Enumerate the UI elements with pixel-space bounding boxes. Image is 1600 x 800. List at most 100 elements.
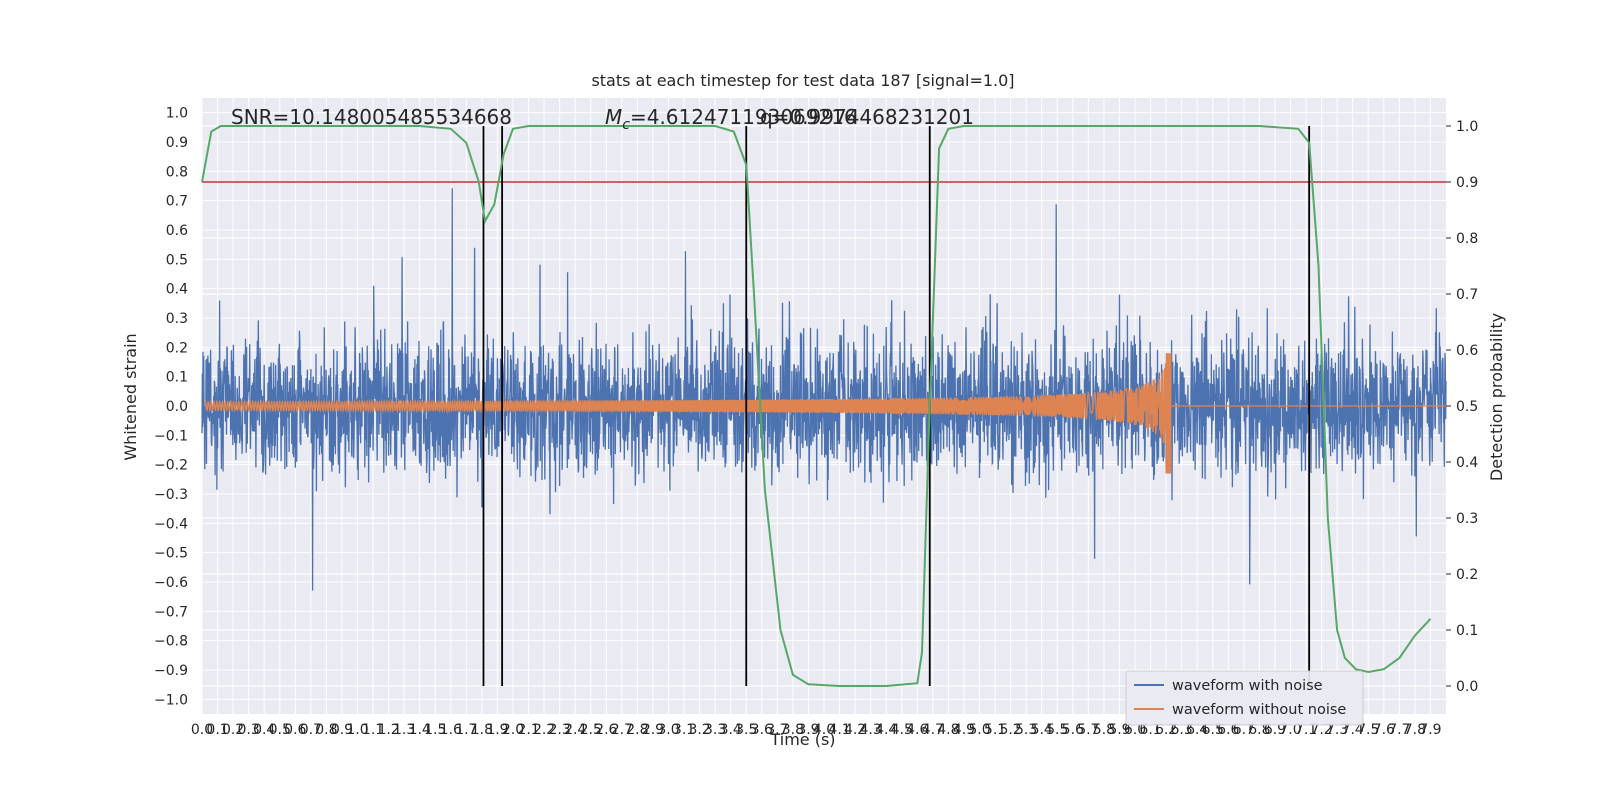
x-tick-label: 6.2 bbox=[1155, 722, 1177, 738]
x-tick-label: 2.3 bbox=[549, 722, 571, 738]
x-tick-label: 0.1 bbox=[206, 722, 228, 738]
x-tick-label: 2.7 bbox=[611, 722, 633, 738]
x-tick-label: 4.1 bbox=[828, 722, 850, 738]
annotation-q: q=0.9974468231201 bbox=[760, 105, 974, 129]
x-tick-label: 7.1 bbox=[1295, 722, 1317, 738]
x-tick-label: 7.5 bbox=[1357, 722, 1379, 738]
x-tick-label: 2.8 bbox=[626, 722, 648, 738]
x-tick-label: 4.2 bbox=[844, 722, 866, 738]
x-axis-ticks: 0.00.10.20.30.40.50.60.70.80.91.01.11.21… bbox=[191, 722, 1442, 738]
x-tick-label: 6.8 bbox=[1248, 722, 1270, 738]
x-tick-label: 3.1 bbox=[673, 722, 695, 738]
y2-tick-label: 0.5 bbox=[1456, 399, 1478, 415]
x-tick-label: 2.9 bbox=[642, 722, 664, 738]
noise-waveform-line bbox=[201, 188, 1447, 591]
x-tick-label: 3.6 bbox=[751, 722, 773, 738]
y-tick-label: −0.6 bbox=[154, 575, 188, 591]
x-tick-label: 2.5 bbox=[580, 722, 602, 738]
annotation-mc: Mc=4.612471193069216 bbox=[605, 105, 857, 133]
legend-box bbox=[1125, 670, 1364, 726]
y-tick-label: −0.5 bbox=[154, 546, 188, 562]
series-waveform-without-noise bbox=[204, 353, 1446, 474]
x-tick-label: 1.7 bbox=[455, 722, 477, 738]
y2-tick-label: 0.9 bbox=[1456, 175, 1478, 191]
y2-tick-label: 0.2 bbox=[1456, 567, 1478, 583]
x-tick-label: 0.5 bbox=[269, 722, 291, 738]
clean-waveform-line bbox=[204, 353, 1446, 474]
y2-tick-label: 0.1 bbox=[1456, 623, 1478, 639]
x-tick-label: 5.3 bbox=[1015, 722, 1037, 738]
x-tick-label: 7.4 bbox=[1342, 722, 1364, 738]
x-tick-label: 5.4 bbox=[1031, 722, 1053, 738]
legend-label-clean: waveform without noise bbox=[1172, 702, 1346, 718]
y-tick-label: −0.9 bbox=[154, 663, 188, 679]
annotation-snr: SNR=10.148005485534668 bbox=[231, 105, 512, 129]
x-tick-label: 3.4 bbox=[720, 722, 742, 738]
y2-tick-label: 0.3 bbox=[1456, 511, 1478, 527]
x-tick-label: 7.7 bbox=[1388, 722, 1410, 738]
x-tick-label: 3.7 bbox=[766, 722, 788, 738]
y2-axis-ticks: 0.0 0.1 0.2 0.3 0.4 0.5 0.6 0.7 0.8 0.9 1.0 bbox=[1446, 119, 1478, 695]
y2-tick-label: 0.7 bbox=[1456, 287, 1478, 303]
x-tick-label: 0.4 bbox=[253, 722, 275, 738]
legend-label-noise: waveform with noise bbox=[1172, 678, 1323, 694]
x-tick-label: 0.7 bbox=[300, 722, 322, 738]
x-tick-label: 6.7 bbox=[1233, 722, 1255, 738]
x-tick-label: 4.0 bbox=[813, 722, 835, 738]
chart-title: stats at each timestep for test data 187… bbox=[591, 71, 1014, 90]
x-tick-label: 5.8 bbox=[1093, 722, 1115, 738]
x-tick-label: 1.4 bbox=[409, 722, 431, 738]
x-tick-label: 6.0 bbox=[1124, 722, 1146, 738]
x-tick-label: 1.6 bbox=[440, 722, 462, 738]
y2-tick-label: 0.0 bbox=[1456, 679, 1478, 695]
y-tick-label: 0.2 bbox=[166, 340, 188, 356]
y-tick-label: −0.4 bbox=[154, 516, 188, 532]
x-tick-label: 1.1 bbox=[362, 722, 384, 738]
x-tick-label: 7.3 bbox=[1326, 722, 1348, 738]
series-detection-probability bbox=[201, 125, 1432, 687]
y2-tick-label: 0.8 bbox=[1456, 231, 1478, 247]
y2-axis-label: Detection probability bbox=[1487, 313, 1506, 481]
x-tick-label: 0.8 bbox=[315, 722, 337, 738]
x-tick-label: 2.2 bbox=[533, 722, 555, 738]
y2-tick-label: 0.4 bbox=[1456, 455, 1478, 471]
y-tick-label: 0.3 bbox=[166, 311, 188, 327]
x-tick-label: 6.1 bbox=[1139, 722, 1161, 738]
x-tick-label: 0.6 bbox=[284, 722, 306, 738]
x-tick-label: 3.3 bbox=[704, 722, 726, 738]
x-tick-label: 5.2 bbox=[999, 722, 1021, 738]
x-tick-label: 1.9 bbox=[486, 722, 508, 738]
y-tick-label: 1.0 bbox=[166, 106, 188, 122]
x-tick-label: 7.0 bbox=[1279, 722, 1301, 738]
y-tick-label: −0.8 bbox=[154, 634, 188, 650]
x-tick-label: 3.9 bbox=[797, 722, 819, 738]
x-tick-label: 7.6 bbox=[1373, 722, 1395, 738]
y-tick-label: −0.1 bbox=[154, 428, 188, 444]
x-tick-label: 1.8 bbox=[471, 722, 493, 738]
x-axis-label: Time (s) bbox=[769, 730, 835, 749]
y-tick-label: 0.4 bbox=[166, 282, 188, 298]
x-tick-label: 3.2 bbox=[688, 722, 710, 738]
x-tick-label: 6.5 bbox=[1202, 722, 1224, 738]
x-tick-label: 0.3 bbox=[238, 722, 260, 738]
y2-tick-label: 0.6 bbox=[1456, 343, 1478, 359]
x-tick-label: 5.1 bbox=[984, 722, 1006, 738]
y-tick-label: 0.7 bbox=[166, 194, 188, 210]
x-tick-label: 0.2 bbox=[222, 722, 244, 738]
y-axis-label: Whitened strain bbox=[121, 333, 140, 460]
y-tick-label: −1.0 bbox=[154, 692, 188, 708]
legend: waveform with noise waveform without noi… bbox=[1125, 670, 1364, 726]
detection-probability-line bbox=[201, 125, 1432, 687]
x-tick-label: 4.9 bbox=[953, 722, 975, 738]
x-tick-label: 3.0 bbox=[657, 722, 679, 738]
x-tick-label: 2.6 bbox=[595, 722, 617, 738]
y-tick-label: 0.5 bbox=[166, 252, 188, 268]
y-tick-label: 0.0 bbox=[166, 399, 188, 415]
y-axis-ticks: −1.0 −0.9 −0.8 −0.7 −0.6 −0.5 −0.4 −0.3 −0.2 −0.1… bbox=[154, 106, 188, 709]
x-tick-label: 5.7 bbox=[1077, 722, 1099, 738]
x-tick-label: 4.7 bbox=[922, 722, 944, 738]
x-tick-label: 6.3 bbox=[1171, 722, 1193, 738]
x-tick-label: 4.6 bbox=[906, 722, 928, 738]
x-tick-label: 6.6 bbox=[1217, 722, 1239, 738]
